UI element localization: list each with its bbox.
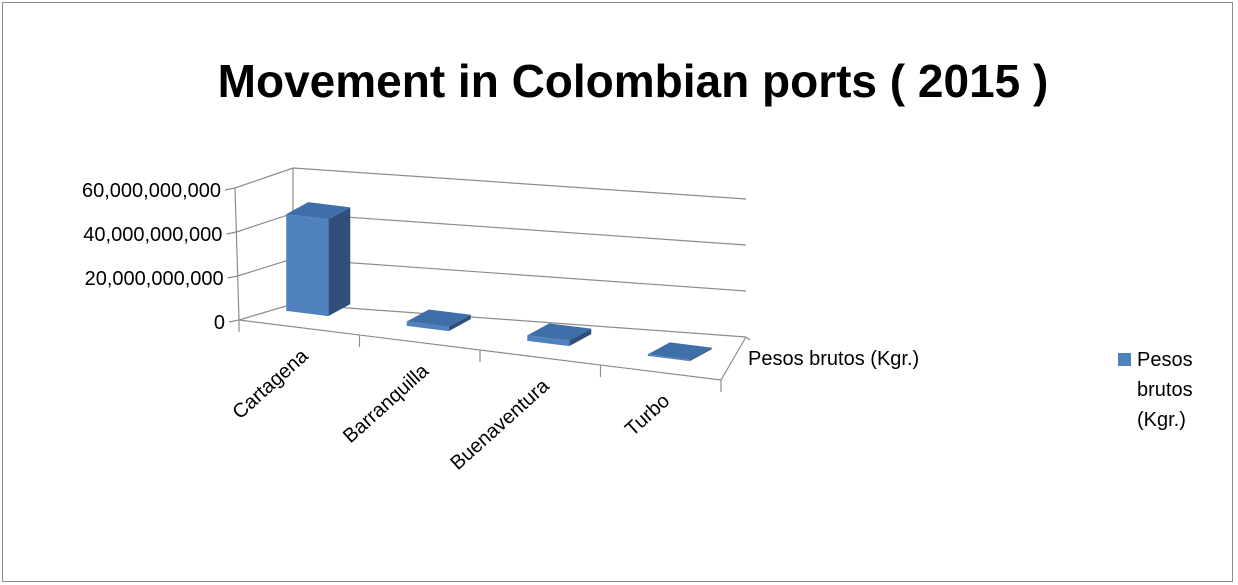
bar-cartagena <box>286 202 351 317</box>
legend-label: (Kgr.) <box>1137 409 1186 431</box>
depth-tick-mark <box>745 336 751 341</box>
y-tick-mark <box>224 187 236 191</box>
y-axis-ticks: 0 20,000,000,000 40,000,000,000 60,000,000,… <box>82 180 225 334</box>
bar-top <box>647 342 712 360</box>
bar-top <box>406 309 471 327</box>
x-category-label: Cartagena <box>228 344 313 423</box>
bar-front <box>286 214 329 317</box>
y-tick-mark <box>226 231 237 235</box>
x-category-label: Turbo <box>621 390 674 441</box>
bar-front <box>406 321 449 332</box>
bar-side <box>328 207 351 317</box>
gridline-back <box>292 167 747 200</box>
y-tick-mark <box>228 319 240 323</box>
y-tick-mark <box>227 275 238 279</box>
y-tick-label: 20,000,000,000 <box>85 268 224 290</box>
bar-turbo <box>647 342 712 362</box>
legend-label: Pesos <box>1137 349 1193 371</box>
bar-front <box>647 354 690 362</box>
legend: Pesos brutos (Kgr.) <box>1118 349 1193 431</box>
bar-side <box>569 328 592 347</box>
chart-walls <box>224 167 751 392</box>
y-axis-line <box>234 187 240 321</box>
gridline-side <box>238 303 294 321</box>
legend-label: brutos <box>1137 379 1193 401</box>
chart-svg: Movement in Colombian ports ( 2015 ) 0 20… <box>82 55 1193 475</box>
gridline-side <box>234 167 294 189</box>
legend-swatch <box>1118 353 1131 366</box>
depth-axis-label: Pesos brutos (Kgr.) <box>748 348 919 370</box>
bar-side <box>448 314 471 332</box>
chart-bars <box>286 202 712 362</box>
bar-top <box>286 202 351 220</box>
x-category-label: Buenaventura <box>446 374 554 474</box>
bar-buenaventura <box>527 323 592 347</box>
gridline-back <box>292 212 747 246</box>
y-tick-label: 40,000,000,000 <box>83 224 222 246</box>
x-category-label: Barranquilla <box>339 359 434 447</box>
gridline-back <box>292 258 747 292</box>
y-tick-label: 0 <box>214 312 225 334</box>
gridline-back <box>292 303 747 338</box>
depth-axis-line <box>720 336 747 381</box>
y-tick-label: 60,000,000,000 <box>82 180 221 202</box>
bar-front <box>527 335 570 347</box>
gridline-side <box>237 258 294 277</box>
x-axis-categories: Cartagena Barranquilla Buenaventura Turbo <box>228 344 674 474</box>
gridline-side <box>236 212 294 233</box>
chart-title: Movement in Colombian ports ( 2015 ) <box>218 55 1049 107</box>
bar-top <box>527 323 592 341</box>
bar-barranquilla <box>406 309 471 332</box>
bar-side <box>689 347 712 362</box>
